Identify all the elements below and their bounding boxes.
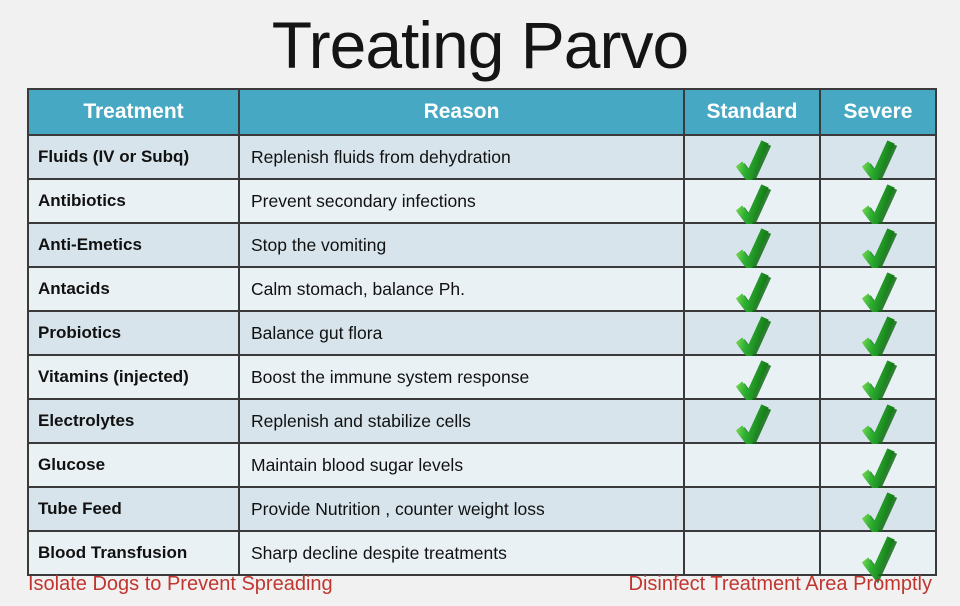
treatment-cell: Anti-Emetics xyxy=(27,222,240,268)
standard-cell xyxy=(683,222,821,276)
severe-cell xyxy=(819,266,937,320)
reason-cell: Maintain blood sugar levels xyxy=(238,442,685,488)
table-row: Blood Transfusion Sharp decline despite … xyxy=(27,530,937,584)
table-row: Glucose Maintain blood sugar levels xyxy=(27,442,937,496)
column-header-standard: Standard xyxy=(683,88,821,136)
column-header-severe: Severe xyxy=(819,88,937,136)
table-body: Fluids (IV or Subq) Replenish fluids fro… xyxy=(27,134,937,584)
severe-cell xyxy=(819,222,937,276)
treatment-cell: Antacids xyxy=(27,266,240,312)
reason-cell: Provide Nutrition , counter weight loss xyxy=(238,486,685,532)
severe-cell xyxy=(819,398,937,452)
footer-notes: Isolate Dogs to Prevent Spreading Disinf… xyxy=(0,573,960,596)
standard-cell xyxy=(683,398,821,452)
table-row: Fluids (IV or Subq) Replenish fluids fro… xyxy=(27,134,937,188)
treatment-cell: Fluids (IV or Subq) xyxy=(27,134,240,180)
table-header-row: Treatment Reason Standard Severe xyxy=(27,88,937,136)
severe-cell xyxy=(819,530,937,584)
table-row: Electrolytes Replenish and stabilize cel… xyxy=(27,398,937,452)
treatment-cell: Antibiotics xyxy=(27,178,240,224)
reason-cell: Boost the immune system response xyxy=(238,354,685,400)
column-header-treatment: Treatment xyxy=(27,88,240,136)
severe-cell xyxy=(819,354,937,408)
severe-cell xyxy=(819,310,937,364)
reason-cell: Sharp decline despite treatments xyxy=(238,530,685,576)
table-row: Vitamins (injected) Boost the immune sys… xyxy=(27,354,937,408)
standard-cell xyxy=(683,486,821,532)
reason-cell: Replenish and stabilize cells xyxy=(238,398,685,444)
treatment-cell: Blood Transfusion xyxy=(27,530,240,576)
reason-cell: Prevent secondary infections xyxy=(238,178,685,224)
reason-cell: Calm stomach, balance Ph. xyxy=(238,266,685,312)
standard-cell xyxy=(683,530,821,576)
severe-cell xyxy=(819,442,937,496)
standard-cell xyxy=(683,354,821,408)
table-row: Anti-Emetics Stop the vomiting xyxy=(27,222,937,276)
standard-cell xyxy=(683,134,821,188)
footer-note-right: Disinfect Treatment Area Promptly xyxy=(628,573,932,595)
table-row: Antacids Calm stomach, balance Ph. xyxy=(27,266,937,320)
treatment-cell: Glucose xyxy=(27,442,240,488)
reason-cell: Stop the vomiting xyxy=(238,222,685,268)
reason-cell: Balance gut flora xyxy=(238,310,685,356)
treatment-cell: Electrolytes xyxy=(27,398,240,444)
severe-cell xyxy=(819,134,937,188)
footer-note-left: Isolate Dogs to Prevent Spreading xyxy=(28,573,333,595)
treatment-cell: Tube Feed xyxy=(27,486,240,532)
standard-cell xyxy=(683,442,821,488)
table-row: Probiotics Balance gut flora xyxy=(27,310,937,364)
standard-cell xyxy=(683,266,821,320)
table-row: Antibiotics Prevent secondary infections xyxy=(27,178,937,232)
treatment-cell: Vitamins (injected) xyxy=(27,354,240,400)
severe-cell xyxy=(819,486,937,540)
treatment-cell: Probiotics xyxy=(27,310,240,356)
standard-cell xyxy=(683,310,821,364)
treatment-table: Treatment Reason Standard Severe Fluids … xyxy=(27,88,937,584)
page-title: Treating Parvo xyxy=(271,8,689,82)
table-row: Tube Feed Provide Nutrition , counter we… xyxy=(27,486,937,540)
standard-cell xyxy=(683,178,821,232)
column-header-reason: Reason xyxy=(238,88,685,136)
severe-cell xyxy=(819,178,937,232)
reason-cell: Replenish fluids from dehydration xyxy=(238,134,685,180)
